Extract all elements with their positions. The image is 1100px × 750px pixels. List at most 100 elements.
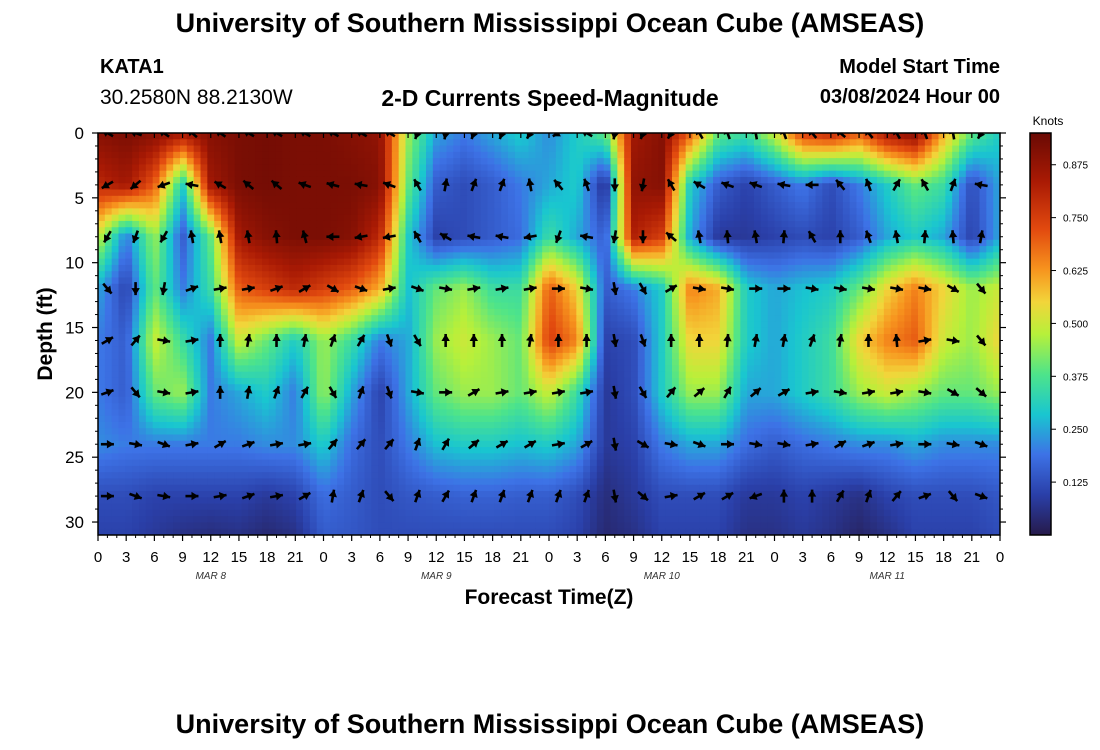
heat-cell [125, 151, 133, 159]
heat-cell [760, 308, 769, 316]
heat-cell [378, 164, 386, 172]
heat-cell [774, 271, 782, 279]
heat-cell [583, 246, 591, 253]
heat-cell [186, 220, 195, 228]
heat-cell [685, 296, 694, 304]
heat-cell [426, 139, 434, 147]
heat-cell [419, 321, 427, 329]
heat-cell [145, 264, 154, 272]
heat-cell [309, 133, 318, 140]
heat-cell [624, 220, 632, 228]
heat-cell [651, 220, 659, 228]
heat-cell [234, 220, 243, 228]
heat-cell [337, 164, 345, 172]
heat-cell [453, 258, 461, 266]
heat-cell [391, 214, 400, 222]
heat-cell [139, 315, 147, 323]
heat-cell [699, 321, 707, 329]
heat-cell [173, 258, 181, 266]
heat-cell [262, 327, 270, 335]
heat-cell [549, 334, 557, 341]
heat-cell [747, 195, 755, 203]
heat-cell [234, 164, 243, 172]
heat-cell [631, 277, 639, 285]
heat-cell [221, 214, 229, 222]
heat-cell [364, 133, 372, 140]
heat-cell [350, 359, 359, 367]
heat-cell [549, 158, 557, 166]
heat-cell [214, 239, 222, 247]
heat-cell [426, 258, 434, 266]
heat-cell [398, 214, 407, 222]
heat-cell [446, 208, 454, 216]
heat-cell [262, 277, 270, 285]
heat-cell [801, 220, 810, 228]
heat-cell [617, 189, 625, 197]
heat-cell [371, 214, 379, 222]
heat-cell [569, 133, 577, 140]
heat-cell [535, 264, 543, 272]
heat-cell [207, 195, 215, 203]
heat-cell [624, 340, 632, 348]
heat-cell [890, 340, 899, 348]
heat-cell [849, 352, 858, 360]
heat-cell [678, 258, 687, 266]
heat-cell [173, 233, 181, 241]
heat-cell [166, 202, 174, 209]
heat-cell [562, 176, 571, 184]
heat-cell [801, 346, 810, 354]
heat-cell [596, 327, 605, 335]
heat-cell [760, 258, 769, 266]
heat-cell [815, 296, 823, 304]
heat-cell [747, 220, 755, 228]
heat-cell [350, 189, 359, 197]
heat-cell [842, 133, 851, 140]
heat-cell [658, 271, 666, 279]
heat-cell [268, 258, 277, 266]
heat-cell [214, 252, 222, 260]
heat-cell [412, 296, 420, 304]
heat-cell [104, 170, 113, 178]
heat-cell [911, 352, 919, 360]
heat-cell [986, 133, 994, 140]
heat-cell [808, 202, 817, 209]
heat-cell [378, 189, 386, 197]
heat-cell [993, 220, 1000, 228]
heat-cell [337, 246, 345, 253]
heat-cell [234, 302, 243, 310]
heat-cell [993, 352, 1000, 360]
heat-cell [849, 308, 858, 316]
heat-cell [330, 183, 338, 191]
heat-cell [432, 158, 441, 166]
heat-cell [145, 308, 154, 316]
heat-cell [125, 220, 133, 228]
heat-cell [576, 164, 584, 172]
heat-cell [795, 233, 803, 241]
heat-cell [603, 139, 612, 147]
heat-cell [432, 233, 441, 241]
heat-cell [672, 352, 680, 360]
heat-cell [275, 308, 284, 316]
heat-cell [296, 164, 304, 172]
heat-cell [562, 170, 571, 178]
heat-cell [890, 246, 899, 253]
heat-cell [125, 264, 133, 272]
heat-cell [576, 321, 584, 329]
heat-cell [439, 158, 448, 166]
heat-cell [296, 145, 304, 153]
heat-cell [795, 359, 803, 367]
heat-cell [904, 145, 912, 153]
heat-cell [870, 202, 878, 209]
heat-cell [665, 321, 673, 329]
heat-cell [323, 340, 331, 348]
heat-cell [788, 321, 796, 329]
heat-cell [815, 176, 823, 184]
heat-cell [467, 258, 475, 266]
heat-cell [719, 202, 728, 209]
heat-cell [576, 334, 584, 341]
heat-cell [508, 183, 516, 191]
heat-cell [234, 151, 243, 159]
heat-cell [528, 365, 536, 373]
heat-cell [836, 264, 844, 272]
heat-cell [890, 277, 899, 285]
